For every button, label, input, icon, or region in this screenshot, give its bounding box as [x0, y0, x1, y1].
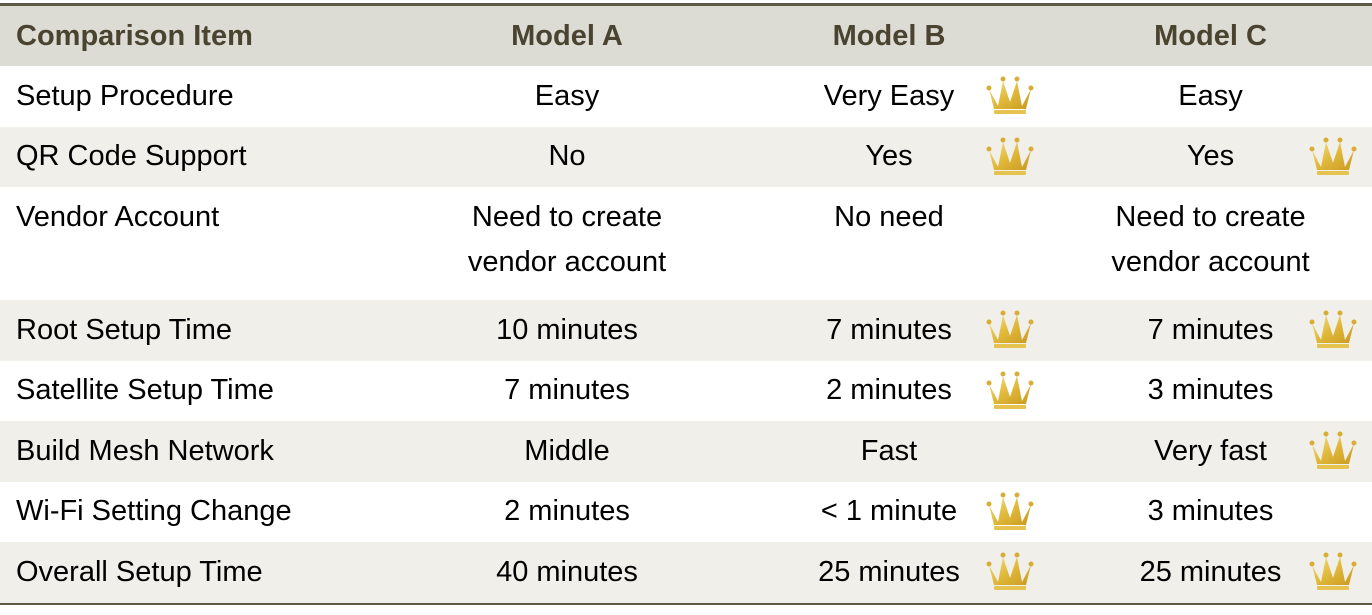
table-row: Wi-Fi Setting Change 2 minutes < 1 minute 3…: [0, 482, 1372, 543]
cell-model-b: 2 minutes: [729, 361, 1049, 422]
row-label: Satellite Setup Time: [0, 361, 405, 422]
row-label: Build Mesh Network: [0, 421, 405, 482]
cell-value: 25 minutes: [818, 555, 960, 588]
row-label: Root Setup Time: [0, 300, 405, 361]
table-row: Build Mesh Network Middle Fast Very fast: [0, 421, 1372, 482]
header-row: Comparison Item Model A Model B Model C: [0, 4, 1372, 66]
header-comparison-item: Comparison Item: [0, 4, 405, 66]
cell-model-b: 25 minutes: [729, 542, 1049, 604]
row-label-text: Overall Setup Time: [16, 555, 263, 588]
cell-model-c: 3 minutes: [1049, 361, 1372, 422]
crown-icon: [1308, 431, 1358, 471]
cell-value: Need to create vendor account: [467, 201, 667, 278]
table-row: Vendor Account Need to create vendor acco…: [0, 187, 1372, 300]
cell-value: 7 minutes: [1147, 313, 1274, 346]
row-label-text: Wi-Fi Setting Change: [16, 495, 292, 528]
crown-icon: [985, 552, 1035, 592]
cell-value: Middle: [524, 434, 610, 467]
cell-model-a: No: [405, 126, 729, 187]
cell-model-c: Need to create vendor account: [1049, 187, 1372, 300]
cell-model-a: Need to create vendor account: [405, 187, 729, 300]
cell-model-a: 7 minutes: [405, 361, 729, 422]
header-model-b: Model B: [729, 4, 1049, 66]
crown-icon: [985, 137, 1035, 177]
cell-value: < 1 minute: [820, 495, 958, 528]
cell-value: Easy: [534, 79, 600, 112]
row-label-text: Build Mesh Network: [16, 434, 274, 467]
cell-value: No need: [834, 201, 944, 233]
crown-icon: [1308, 137, 1358, 177]
cell-model-b: No need: [729, 187, 1049, 300]
cell-model-b: Yes: [729, 126, 1049, 187]
row-label-text: Root Setup Time: [16, 313, 232, 346]
cell-model-a: Easy: [405, 66, 729, 127]
cell-model-a: 40 minutes: [405, 542, 729, 604]
cell-model-c: Easy: [1049, 66, 1372, 127]
cell-model-b: Very Easy: [729, 66, 1049, 127]
cell-value: Very Easy: [823, 79, 955, 112]
cell-model-a: Middle: [405, 421, 729, 482]
comparison-table: Comparison Item Model A Model B Model C …: [0, 3, 1372, 605]
cell-value: Yes: [1186, 140, 1235, 173]
header-model-a: Model A: [405, 4, 729, 66]
cell-model-c: Very fast: [1049, 421, 1372, 482]
cell-model-b: < 1 minute: [729, 482, 1049, 543]
cell-model-c: 7 minutes: [1049, 300, 1372, 361]
cell-value: 3 minutes: [1147, 495, 1274, 528]
row-label-text: Satellite Setup Time: [16, 374, 274, 407]
table-row: QR Code Support No Yes Yes: [0, 126, 1372, 187]
cell-model-c: Yes: [1049, 126, 1372, 187]
table-row: Root Setup Time 10 minutes 7 minutes 7 minu…: [0, 300, 1372, 361]
cell-model-b: Fast: [729, 421, 1049, 482]
cell-model-b: 7 minutes: [729, 300, 1049, 361]
cell-value: 40 minutes: [496, 555, 638, 588]
cell-model-c: 3 minutes: [1049, 482, 1372, 543]
table-row: Satellite Setup Time 7 minutes 2 minutes 3 …: [0, 361, 1372, 422]
cell-value: Easy: [1178, 79, 1243, 112]
cell-value: 2 minutes: [504, 495, 630, 528]
crown-icon: [985, 492, 1035, 532]
table-row: Overall Setup Time 40 minutes 25 minutes 25…: [0, 542, 1372, 604]
row-label: Setup Procedure: [0, 66, 405, 127]
crown-icon: [1308, 552, 1358, 592]
row-label-text: Vendor Account: [16, 201, 220, 233]
cell-value: 3 minutes: [1147, 374, 1274, 407]
cell-value: Very fast: [1154, 434, 1267, 467]
row-label-text: QR Code Support: [16, 140, 247, 173]
cell-value: 7 minutes: [504, 374, 630, 407]
cell-value: No: [548, 140, 586, 173]
crown-icon: [985, 310, 1035, 350]
row-label: QR Code Support: [0, 126, 405, 187]
cell-value: 2 minutes: [826, 374, 952, 407]
cell-value: 25 minutes: [1139, 555, 1282, 588]
cell-value: 7 minutes: [826, 313, 952, 346]
crown-icon: [985, 371, 1035, 411]
row-label: Vendor Account: [0, 187, 405, 300]
crown-icon: [1308, 310, 1358, 350]
cell-value: 10 minutes: [496, 313, 638, 346]
row-label: Overall Setup Time: [0, 542, 405, 604]
table-row: Setup Procedure Easy Very Easy Easy: [0, 66, 1372, 127]
header-model-c: Model C: [1049, 4, 1372, 66]
cell-model-a: 2 minutes: [405, 482, 729, 543]
cell-model-c: 25 minutes: [1049, 542, 1372, 604]
cell-model-a: 10 minutes: [405, 300, 729, 361]
cell-value: Yes: [865, 140, 913, 173]
cell-value: Need to create vendor account: [1111, 201, 1310, 278]
row-label: Wi-Fi Setting Change: [0, 482, 405, 543]
row-label-text: Setup Procedure: [16, 79, 234, 112]
cell-value: Fast: [860, 434, 918, 467]
crown-icon: [985, 76, 1035, 116]
